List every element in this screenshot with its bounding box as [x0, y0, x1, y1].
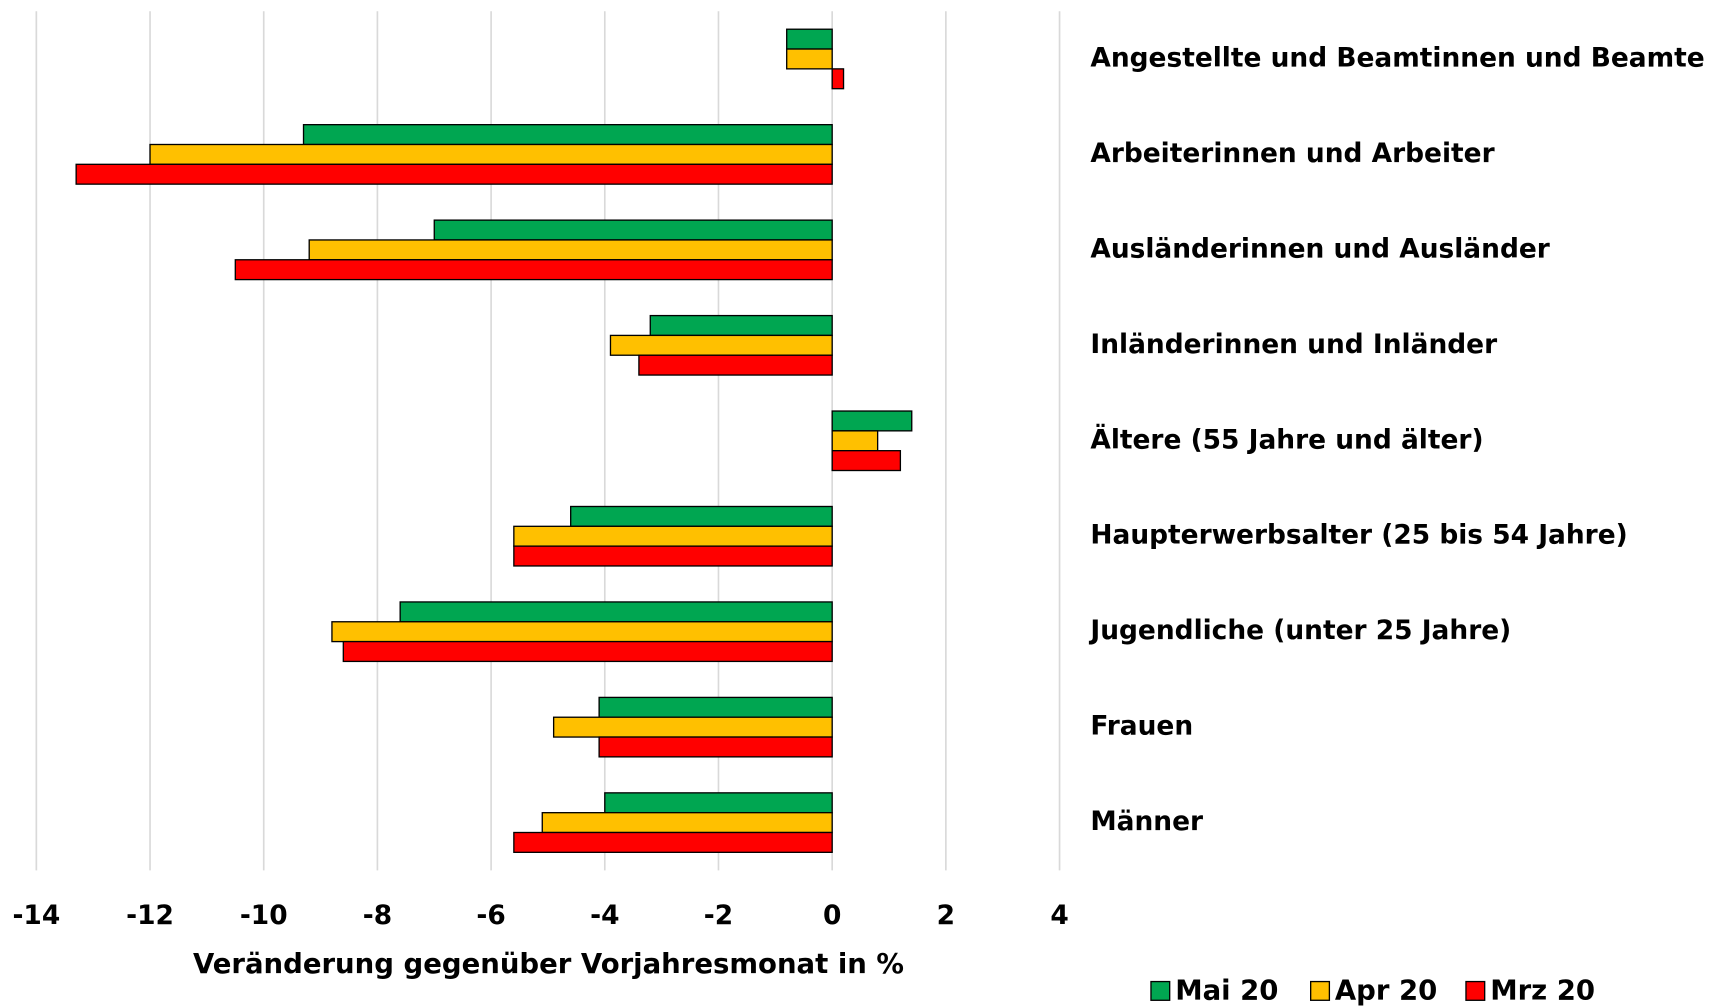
- category-label: Jugendliche (unter 25 Jahre): [1088, 615, 1511, 646]
- bar: [331, 621, 833, 643]
- bar: [149, 143, 833, 165]
- bar: [831, 430, 879, 452]
- x-tick-label: -10: [240, 900, 288, 931]
- bar: [831, 410, 913, 432]
- x-tick-label: -2: [704, 900, 733, 931]
- legend-swatch: [1150, 980, 1171, 1001]
- category-label: Inländerinnen und Inländer: [1090, 329, 1497, 360]
- bar: [234, 259, 833, 281]
- bar: [598, 696, 833, 718]
- category-label: Frauen: [1090, 711, 1193, 742]
- bar: [541, 812, 833, 834]
- legend-label: Mai 20: [1175, 974, 1278, 1006]
- bar: [433, 219, 833, 241]
- category-label: Ausländerinnen und Ausländer: [1090, 233, 1549, 264]
- bar: [308, 239, 833, 261]
- bar: [831, 450, 902, 472]
- bar: [604, 792, 833, 814]
- bar: [399, 601, 833, 623]
- legend-swatch: [1310, 980, 1331, 1001]
- category-label: Männer: [1090, 806, 1203, 837]
- bar: [831, 68, 845, 90]
- bar: [649, 314, 833, 337]
- legend-label: Mrz 20: [1490, 974, 1595, 1006]
- x-tick-label: -4: [590, 900, 619, 931]
- category-label: Ältere (55 Jahre und älter): [1090, 423, 1483, 455]
- x-tick-label: 2: [937, 900, 955, 931]
- bar: [598, 736, 833, 758]
- category-label: Arbeiterinnen und Arbeiter: [1090, 138, 1494, 169]
- legend-swatch: [1465, 980, 1486, 1001]
- bar: [609, 334, 833, 356]
- x-tick-label: -8: [363, 900, 392, 931]
- bar: [513, 545, 833, 567]
- bar: [302, 124, 833, 146]
- x-tick-label: -6: [476, 900, 505, 931]
- x-tick-label: -14: [12, 900, 60, 931]
- x-tick-label: 0: [823, 900, 841, 931]
- x-axis-title: Veränderung gegenüber Vorjahresmonat in …: [193, 948, 904, 980]
- bar: [786, 28, 833, 50]
- bar: [513, 525, 833, 547]
- category-label: Angestellte und Beamtinnen und Beamte: [1090, 42, 1704, 73]
- bar: [570, 505, 833, 527]
- x-tick-label: -12: [126, 900, 174, 931]
- bar: [786, 48, 833, 70]
- bar: [513, 831, 833, 853]
- x-tick-label: 4: [1050, 900, 1068, 931]
- category-label: Haupterwerbsalter (25 bis 54 Jahre): [1090, 520, 1627, 551]
- bar: [75, 163, 833, 185]
- bar: [342, 640, 833, 663]
- legend-label: Apr 20: [1335, 974, 1437, 1006]
- bar: [552, 716, 833, 738]
- bar: [638, 354, 833, 376]
